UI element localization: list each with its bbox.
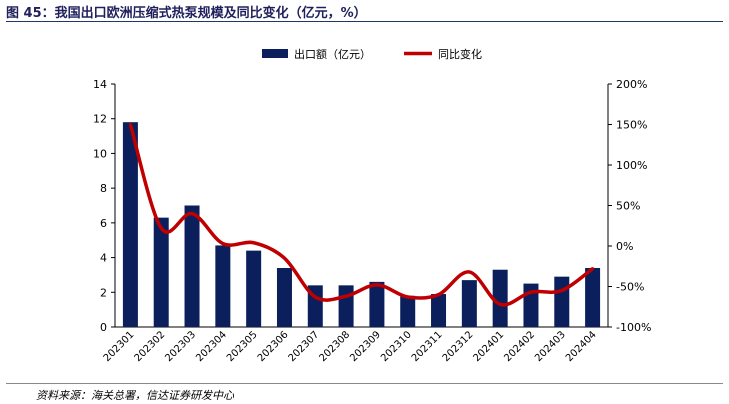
x-tick-label: 202312: [441, 329, 476, 364]
x-tick-label: 202308: [317, 329, 352, 364]
yoy-point: [252, 241, 256, 245]
yoy-point: [529, 290, 533, 294]
yoy-point: [313, 295, 317, 299]
yoy-point: [344, 294, 348, 298]
x-tick-label: 202403: [533, 329, 568, 364]
figure-header: 图 45：我国出口欧洲压缩式热泵规模及同比变化（亿元，%）: [0, 0, 729, 22]
yoy-point: [221, 242, 225, 246]
bar: [461, 280, 477, 327]
yoy-point: [406, 295, 410, 299]
right-y-tick-label: 150%: [616, 119, 647, 132]
bar: [400, 295, 416, 327]
left-y-tick-label: 4: [100, 252, 107, 265]
bar: [338, 285, 354, 327]
footer-rule: [6, 383, 723, 384]
yoy-point: [159, 226, 163, 230]
yoy-point: [190, 212, 194, 216]
x-tick-label: 202304: [194, 329, 229, 364]
figure-title: 图 45：我国出口欧洲压缩式热泵规模及同比变化（亿元，%）: [6, 6, 367, 21]
bar: [184, 205, 200, 327]
header-rule: [6, 21, 723, 22]
bar: [215, 245, 231, 327]
combo-chart: 0 2 4 6 8 10 12 14 -100% -50% 0% 50% 100% 150% 200% 202…: [93, 47, 651, 364]
x-tick-label: 202404: [564, 329, 599, 364]
bar: [276, 267, 292, 327]
yoy-point: [467, 270, 471, 274]
x-tick-label: 202301: [102, 329, 137, 364]
yoy-line: [128, 124, 594, 307]
right-y-tick-label: -100%: [616, 321, 651, 334]
yoy-point: [282, 256, 286, 260]
right-y-tick-label: -50%: [616, 281, 644, 294]
yoy-point: [437, 293, 441, 297]
legend-bar-label: 出口额（亿元）: [294, 47, 371, 61]
legend-line-label: 同比变化: [438, 47, 482, 61]
left-y-tick-label: 12: [93, 113, 107, 126]
chart-area: 0 2 4 6 8 10 12 14 -100% -50% 0% 50% 100% 150% 200% 202…: [0, 22, 729, 380]
x-tick-label: 202401: [471, 329, 506, 364]
right-y-tick-label: 100%: [616, 159, 647, 172]
bar: [246, 250, 262, 327]
left-y-tick-label: 0: [100, 321, 107, 334]
left-y-tick-label: 8: [100, 182, 107, 195]
x-tick-label: 202310: [379, 329, 414, 364]
left-y-tick-label: 14: [93, 78, 107, 91]
right-y-tick-label: 0%: [616, 240, 633, 253]
yoy-point: [498, 302, 502, 306]
x-tick-label: 202309: [348, 329, 383, 364]
bar: [122, 122, 138, 327]
x-tick-label: 202305: [225, 329, 260, 364]
yoy-point: [591, 267, 595, 271]
x-tick-label: 202303: [163, 329, 198, 364]
yoy-point: [128, 123, 132, 126]
bar: [431, 294, 447, 327]
left-y-tick-label: 2: [100, 286, 107, 299]
left-y-tick-label: 6: [100, 217, 107, 230]
x-tick-label: 202402: [502, 329, 537, 364]
x-tick-label: 202302: [133, 329, 168, 364]
source-note: 资料来源：海关总署，信达证券研发中心: [36, 389, 234, 402]
legend-bar-swatch: [262, 49, 288, 58]
yoy-point: [375, 283, 379, 287]
right-y-tick-label: 50%: [616, 200, 640, 213]
right-y-tick-label: 200%: [616, 78, 647, 91]
bar: [585, 267, 601, 327]
x-tick-label: 202307: [287, 329, 322, 364]
bar: [369, 281, 385, 327]
yoy-point: [560, 289, 564, 293]
x-tick-label: 202306: [256, 329, 291, 364]
bar: [554, 276, 570, 327]
bar: [492, 269, 508, 327]
x-tick-label: 202311: [410, 329, 445, 364]
bar: [153, 217, 169, 327]
left-y-tick-label: 10: [93, 147, 107, 160]
